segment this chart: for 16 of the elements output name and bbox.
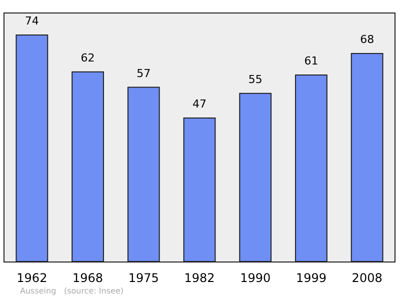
x-tick-label: 1982 <box>184 271 215 285</box>
data-label: 62 <box>80 51 95 64</box>
text: Ausseing <box>20 286 56 296</box>
x-tick-label: 1999 <box>296 271 326 285</box>
data-label: 57 <box>136 66 151 80</box>
data-label: 61 <box>304 54 318 68</box>
data-label: 55 <box>248 72 262 86</box>
x-tick-label: 1962 <box>16 271 48 285</box>
x-tick-label: 1990 <box>240 271 271 285</box>
data-label: 68 <box>360 32 374 46</box>
x-tick-label: 2008 <box>352 271 382 285</box>
data-label: 74 <box>24 14 39 28</box>
text: (source: Insee) <box>64 286 124 296</box>
x-tick-label: 1968 <box>72 271 104 285</box>
x-tick-label: 1975 <box>128 271 159 285</box>
data-label: 47 <box>192 98 206 111</box>
